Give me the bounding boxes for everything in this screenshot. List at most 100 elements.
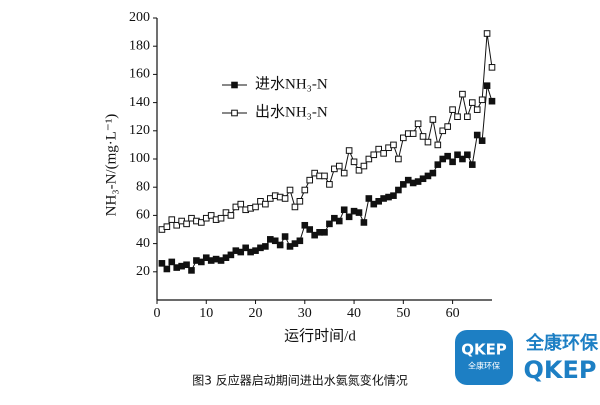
data-point [370, 151, 378, 159]
data-point [237, 200, 245, 208]
y-tick-label: 160 [129, 67, 150, 82]
data-point [188, 267, 195, 274]
logo-name-cn: 全康环保 [525, 332, 599, 354]
data-point [444, 123, 451, 130]
data-point [242, 244, 249, 252]
data-point [473, 106, 481, 113]
data-point [296, 198, 304, 205]
y-tick-label: 180 [129, 38, 150, 53]
x-tick-label: 20 [249, 306, 263, 321]
data-point [262, 200, 269, 208]
data-point [163, 265, 171, 273]
data-point [262, 243, 269, 250]
data-point [449, 158, 456, 166]
data-point [207, 212, 215, 219]
data-point [390, 141, 397, 149]
data-point [400, 181, 407, 188]
data-point [345, 213, 353, 221]
data-point [464, 151, 471, 159]
y-tick-label: 200 [129, 10, 150, 25]
data-point [198, 219, 205, 226]
data-point [390, 192, 397, 199]
data-point [439, 127, 447, 135]
data-point [483, 30, 491, 37]
data-point [459, 155, 466, 163]
y-axis-label: NH₃-N/(mg·L⁻¹) [103, 114, 119, 217]
y-tick-label: 100 [129, 151, 150, 166]
y-tick-label: 20 [136, 264, 150, 279]
data-point [488, 64, 496, 71]
y-tick-label: 60 [136, 208, 150, 223]
data-point [449, 106, 456, 113]
data-point [301, 186, 309, 194]
data-point [459, 90, 466, 98]
data-point [350, 158, 358, 166]
data-point [478, 96, 486, 104]
data-point [276, 241, 284, 249]
data-point [375, 145, 382, 153]
x-tick-label: 50 [396, 306, 410, 321]
data-point [424, 138, 432, 146]
y-tick-label: 40 [136, 236, 150, 251]
data-point [291, 203, 299, 211]
data-point [301, 221, 309, 229]
data-point [286, 186, 294, 194]
data-point [483, 82, 491, 89]
data-point [306, 226, 314, 233]
data-point [434, 161, 442, 168]
watermark: QKEP 全康环保 全康环保 QKEP [455, 330, 599, 385]
data-point [464, 113, 471, 121]
data-point [158, 260, 166, 267]
y-tick-label: 120 [129, 123, 150, 138]
data-point [321, 229, 328, 236]
data-point [326, 220, 333, 228]
data-point [360, 219, 368, 226]
logo-badge-sub: 全康环保 [468, 361, 500, 371]
data-point [380, 150, 387, 157]
x-tick-label: 30 [298, 306, 312, 321]
data-point [198, 258, 205, 266]
data-point [429, 116, 437, 123]
data-point [281, 195, 289, 202]
data-point [227, 212, 235, 219]
caption: 图3 反应器启动期间进出水氨氮变化情况 [192, 373, 407, 388]
legend-marker [231, 81, 238, 89]
data-point [296, 237, 304, 245]
data-point [365, 195, 373, 202]
data-point [365, 155, 373, 163]
x-axis-label: 运行时间/d [284, 327, 356, 344]
logo-name-en: QKEP [524, 356, 597, 384]
x-tick-label: 60 [446, 306, 460, 321]
data-point [355, 209, 363, 216]
data-point [468, 161, 476, 168]
data-point [271, 237, 279, 245]
data-point [414, 120, 422, 128]
data-point [434, 141, 442, 149]
data-point [395, 186, 402, 194]
x-tick-label: 0 [154, 306, 161, 321]
data-point [217, 214, 225, 222]
data-point [473, 131, 481, 139]
data-point [335, 217, 343, 225]
data-point [168, 258, 176, 266]
data-point [326, 181, 333, 188]
x-tick-label: 40 [347, 306, 361, 321]
data-point [454, 113, 461, 121]
y-tick-label: 140 [129, 95, 150, 110]
legend-marker [231, 109, 238, 117]
data-point [444, 152, 451, 160]
data-point [281, 233, 289, 240]
data-point [168, 216, 176, 223]
data-point [468, 99, 476, 106]
legend-label: 出水NH₃-N [255, 103, 328, 120]
data-point [478, 137, 486, 144]
data-point [183, 220, 190, 228]
data-point [252, 203, 259, 211]
legend-label: 进水NH₃-N [255, 75, 328, 92]
y-tick-label: 80 [136, 179, 150, 194]
data-point [345, 147, 353, 154]
data-point [173, 221, 181, 229]
data-point [227, 251, 235, 259]
data-point [340, 206, 348, 214]
